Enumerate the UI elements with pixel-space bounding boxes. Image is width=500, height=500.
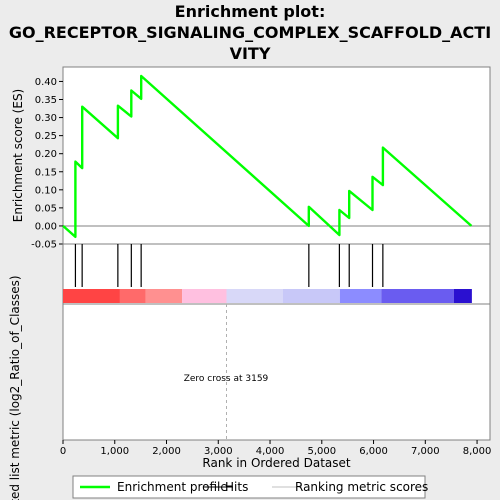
es-ytick-label: 0.00 [35,221,57,232]
xtick-label: 0 [60,446,66,457]
title-line-3: VITY [230,44,271,63]
rank-color-band [145,289,183,303]
legend-label: Ranking metric scores [295,480,428,494]
es-ytick-label: 0.35 [35,95,57,106]
metric-plot-area [62,303,491,441]
es-ytick-label: 0.15 [35,167,57,178]
title-line-2: GO_RECEPTOR_SIGNALING_COMPLEX_SCAFFOLD_A… [9,23,491,42]
es-ytick-label: 0.25 [35,131,57,142]
xtick-label: 2,000 [152,446,181,457]
rank-color-band [63,289,120,303]
rank-color-band [282,289,340,303]
rank-color-band [381,289,454,303]
rank-color-band [453,289,472,303]
xtick-label: 5,000 [307,446,336,457]
es-ytick-label: 0.10 [35,185,57,196]
rank-color-band [226,289,283,303]
title-line-1: Enrichment plot: [175,2,326,21]
es-ytick-label: 0.20 [35,149,57,160]
es-panel: -0.05 0.00 0.05 0.10 0.15 0.20 0.25 0.30 0.35 0.4… [11,66,491,251]
es-ytick-label: 0.40 [35,77,57,88]
legend-label: Hits [225,480,248,494]
es-plot-area [62,66,491,245]
rank-color-band [182,289,227,303]
es-ytick-label: 0.05 [35,203,57,214]
legend-label: Enrichment profile [117,480,228,494]
legend-box [72,475,426,499]
xtick-label: 7,000 [411,446,440,457]
x-axis-label: Rank in Ordered Dataset [202,456,350,470]
zero-cross-label: Zero cross at 3159 [184,374,269,384]
xtick-label: 8,000 [463,446,492,457]
xtick-label: 4,000 [256,446,285,457]
chart-title: Enrichment plot: GO_RECEPTOR_SIGNALING_CO… [9,2,491,63]
es-ylabel: Enrichment score (ES) [11,89,25,222]
xtick-label: 6,000 [359,446,388,457]
rank-color-band [339,289,382,303]
rank-color-band [119,289,146,303]
xtick-label: 1,000 [100,446,129,457]
es-ytick-label: -0.05 [31,240,57,251]
x-axis: 0 1,000 2,000 3,000 4,000 5,000 6,000 7,000 8,00… [60,440,492,470]
metric-ylabel: Ranked list metric (log2_Ratio_of_Classe… [8,275,22,500]
enrichment-profile-line [62,74,473,239]
metric-panel: Zero cross at 3159 Ranked list metric (lo… [8,275,491,500]
es-ytick-label: 0.30 [35,113,57,124]
xtick-label: 3,000 [204,446,233,457]
hits-panel [62,243,491,305]
